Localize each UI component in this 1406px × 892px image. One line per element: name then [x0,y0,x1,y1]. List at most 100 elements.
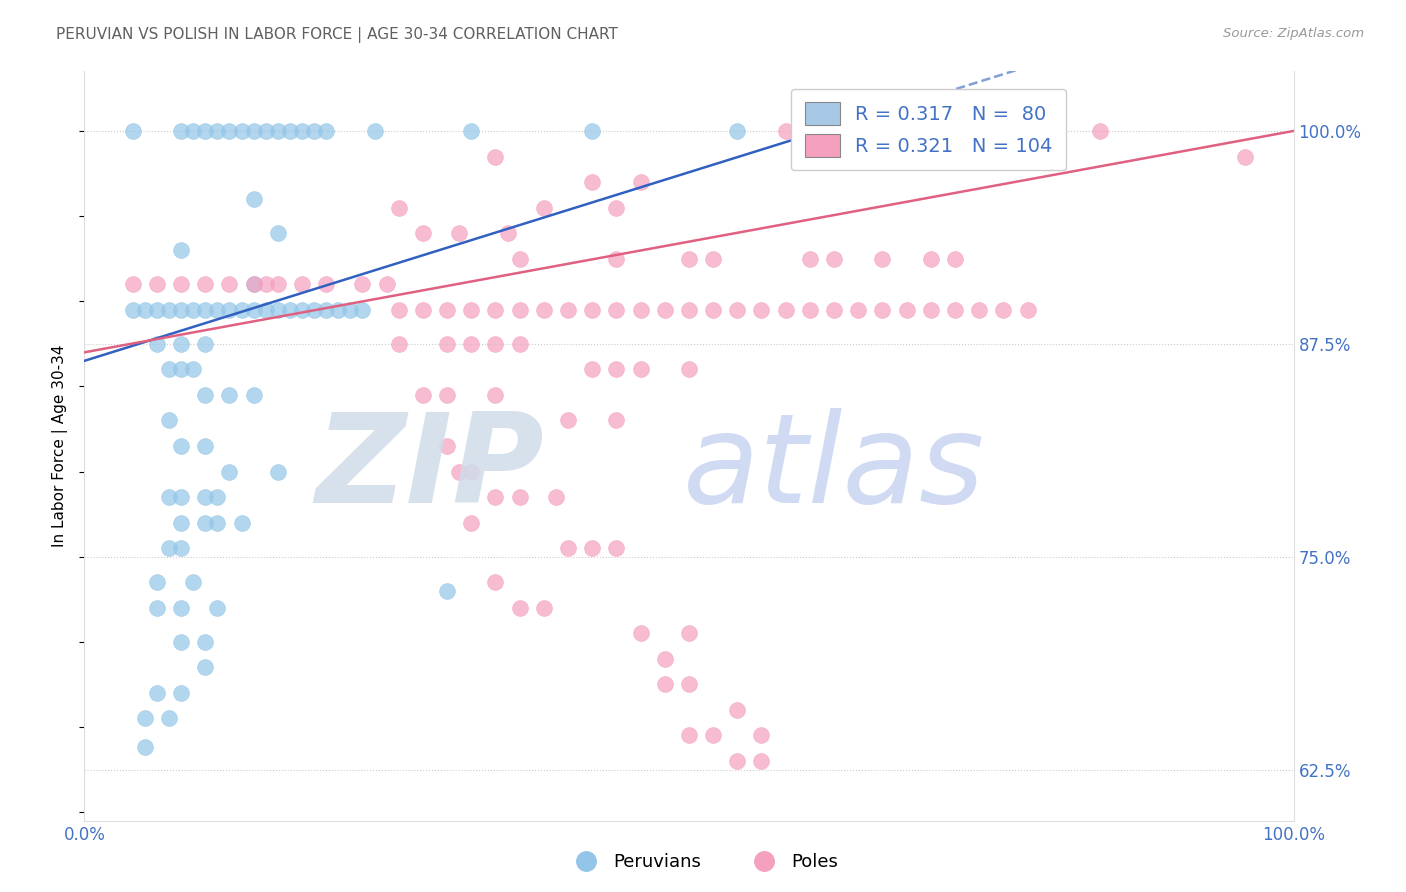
Point [943,252,966,266]
Point [218,277,240,292]
Point [170,541,193,556]
Point [181,302,204,317]
Point [181,124,204,138]
Point [315,277,337,292]
Point [509,336,531,351]
Text: atlas: atlas [683,408,986,529]
Point [557,541,579,556]
Point [678,626,700,640]
Point [605,302,627,317]
Point [194,439,217,453]
Point [678,252,700,266]
Point [181,575,204,590]
Point [605,362,627,376]
Point [436,302,458,317]
Point [388,302,411,317]
Point [1017,302,1039,317]
Point [436,336,458,351]
Point [678,729,700,743]
Point [654,652,676,666]
Point [254,277,277,292]
Point [605,252,627,266]
Text: ZIP: ZIP [315,408,544,529]
Point [557,302,579,317]
Point [170,124,193,138]
Point [460,124,482,138]
Point [134,740,156,755]
Point [194,660,217,674]
Text: Source: ZipAtlas.com: Source: ZipAtlas.com [1223,27,1364,40]
Point [146,302,169,317]
Point [702,252,724,266]
Text: PERUVIAN VS POLISH IN LABOR FORCE | AGE 30-34 CORRELATION CHART: PERUVIAN VS POLISH IN LABOR FORCE | AGE … [56,27,619,43]
Point [352,277,374,292]
Point [352,302,374,317]
Point [751,302,773,317]
Point [207,490,229,504]
Point [484,388,506,402]
Point [328,302,350,317]
Point [207,124,229,138]
Point [920,252,942,266]
Legend: Peruvians, Poles: Peruvians, Poles [561,847,845,879]
Point [267,465,290,479]
Point [157,362,180,376]
Point [654,677,676,691]
Point [388,336,411,351]
Point [581,302,603,317]
Point [872,252,894,266]
Point [630,302,652,317]
Point [460,302,482,317]
Point [484,302,506,317]
Point [291,277,314,292]
Point [146,686,169,700]
Point [799,149,821,163]
Point [146,336,169,351]
Point [181,362,204,376]
Point [170,336,193,351]
Point [967,302,990,317]
Point [533,600,555,615]
Point [146,575,169,590]
Point [170,686,193,700]
Legend: R = 0.317   N =  80, R = 0.321   N = 104: R = 0.317 N = 80, R = 0.321 N = 104 [792,88,1066,170]
Point [799,252,821,266]
Point [231,516,253,530]
Point [194,124,217,138]
Point [267,277,290,292]
Point [751,754,773,768]
Point [509,302,531,317]
Point [702,729,724,743]
Point [267,124,290,138]
Point [630,362,652,376]
Point [436,583,458,598]
Point [194,635,217,649]
Point [484,575,506,590]
Point [581,362,603,376]
Point [194,302,217,317]
Point [460,516,482,530]
Point [872,302,894,317]
Point [170,302,193,317]
Point [170,600,193,615]
Point [302,302,325,317]
Point [943,302,966,317]
Point [267,302,290,317]
Point [170,277,193,292]
Point [157,413,180,427]
Point [581,124,603,138]
Point [605,541,627,556]
Point [388,201,411,215]
Y-axis label: In Labor Force | Age 30-34: In Labor Force | Age 30-34 [52,344,69,548]
Point [170,516,193,530]
Point [799,302,821,317]
Point [194,516,217,530]
Point [218,465,240,479]
Point [678,362,700,376]
Point [146,277,169,292]
Point [896,302,918,317]
Point [630,175,652,189]
Point [278,124,301,138]
Point [170,362,193,376]
Point [509,600,531,615]
